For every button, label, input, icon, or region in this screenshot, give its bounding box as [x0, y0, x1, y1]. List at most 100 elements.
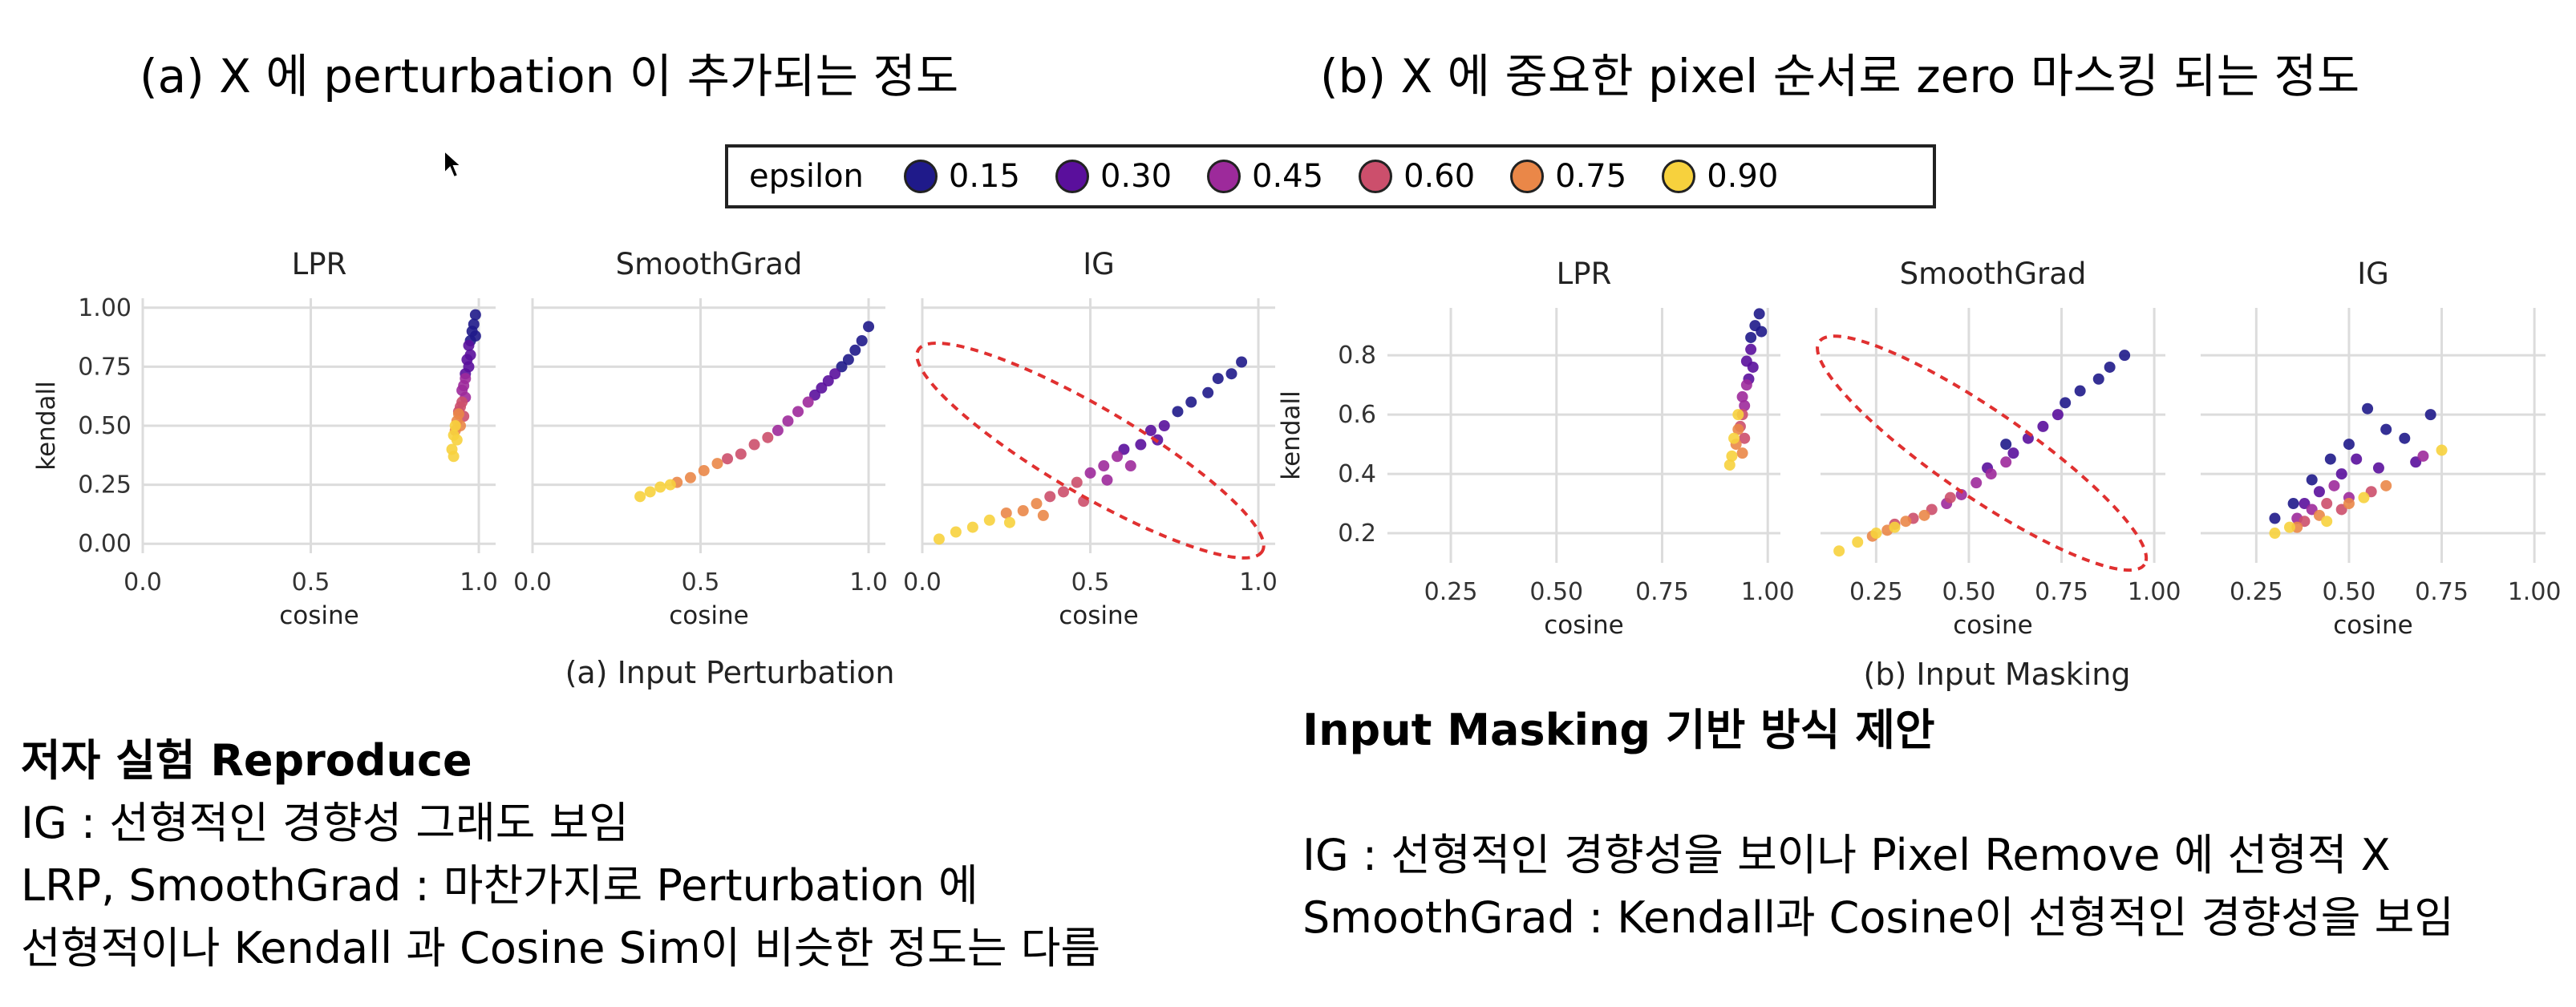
- data-point: [2335, 468, 2347, 480]
- data-point: [711, 458, 723, 470]
- data-point: [849, 344, 861, 356]
- data-point: [2343, 498, 2355, 510]
- x-tick-label: 1.00: [2128, 578, 2181, 606]
- y-tick-label: 0.50: [78, 412, 132, 440]
- data-point: [863, 321, 875, 333]
- data-point: [762, 431, 774, 443]
- data-point: [451, 434, 463, 446]
- data-point: [1753, 308, 1765, 320]
- notes-title: 저자 실험 Reproduce: [21, 735, 472, 786]
- data-point: [2283, 521, 2295, 533]
- data-point: [1889, 521, 1901, 533]
- data-point: [748, 439, 760, 451]
- x-tick-label: 1.0: [460, 568, 498, 597]
- x-axis-label: cosine: [669, 601, 749, 630]
- legend-swatch: [1359, 160, 1393, 193]
- data-point: [684, 471, 696, 483]
- legend-item: 0.30: [1055, 158, 1172, 195]
- legend-label: 0.45: [1252, 158, 1324, 195]
- heading-masking: (b) X 에 중요한 pixel 순서로 zero 마스킹 되는 정도: [1320, 49, 2360, 103]
- panel-title: LPR: [1557, 257, 1612, 291]
- data-point: [983, 514, 995, 526]
- data-point: [2321, 516, 2333, 528]
- data-point: [2287, 498, 2299, 510]
- data-point: [2321, 498, 2333, 510]
- y-tick-label: 1.00: [78, 294, 132, 322]
- legend-item: 0.15: [903, 158, 1020, 195]
- x-tick-label: 0.0: [513, 568, 552, 597]
- data-point: [1212, 373, 1224, 385]
- panel-title: SmoothGrad: [1900, 257, 2087, 291]
- x-axis-label: cosine: [1953, 611, 2033, 640]
- data-point: [469, 309, 481, 321]
- data-point: [2436, 444, 2448, 456]
- data-point: [782, 415, 794, 427]
- y-tick-label: 0.2: [1338, 520, 1376, 548]
- data-point: [1058, 486, 1069, 498]
- highlight-ellipse: [915, 341, 1266, 560]
- legend-swatch: [1510, 160, 1545, 193]
- y-tick-label: 0.00: [78, 530, 132, 558]
- data-point: [1101, 474, 1113, 486]
- data-point: [1918, 509, 1930, 521]
- legend-swatch: [1207, 160, 1241, 193]
- data-point: [836, 361, 848, 373]
- x-tick-label: 1.0: [1239, 568, 1278, 597]
- data-point: [2037, 420, 2049, 432]
- data-point: [1124, 460, 1136, 472]
- notes-line: SmoothGrad : Kendall과 Cosine이 선형적인 경향성을 …: [1302, 892, 2454, 943]
- data-point: [1726, 450, 1738, 462]
- data-point: [809, 389, 820, 401]
- data-point: [1732, 409, 1744, 421]
- data-point: [463, 339, 475, 351]
- data-point: [1225, 368, 1237, 380]
- x-tick-label: 1.00: [1741, 578, 1795, 606]
- notes-spacer: [1302, 762, 2454, 824]
- data-point: [1098, 460, 1110, 472]
- data-point: [2380, 479, 2392, 491]
- panel-title: LPR: [292, 247, 347, 281]
- notes-line: LRP, SmoothGrad : 마찬가지로 Perturbation 에: [21, 860, 978, 911]
- data-point: [698, 464, 710, 476]
- data-point: [2007, 447, 2019, 459]
- x-axis-label: cosine: [1544, 611, 1624, 640]
- x-tick-label: 0.50: [1529, 578, 1583, 606]
- data-point: [2119, 350, 2131, 362]
- data-point: [1017, 505, 1029, 516]
- x-axis-label: cosine: [2333, 611, 2413, 640]
- x-tick-label: 0.5: [682, 568, 720, 597]
- data-point: [950, 526, 962, 538]
- legend-label: 0.90: [1707, 158, 1779, 195]
- x-axis-label: cosine: [279, 601, 359, 630]
- data-point: [1728, 432, 1740, 444]
- data-point: [842, 354, 854, 366]
- x-tick-label: 1.0: [849, 568, 888, 597]
- notes-line: IG : 선형적인 경향성 그래도 보임: [21, 798, 629, 848]
- data-point: [1031, 498, 1043, 510]
- data-point: [2417, 450, 2429, 462]
- data-point: [802, 396, 814, 408]
- y-tick-label: 0.8: [1338, 342, 1376, 370]
- legend-item: 0.90: [1662, 158, 1778, 195]
- legend-item: 0.60: [1359, 158, 1475, 195]
- x-tick-label: 0.0: [124, 568, 162, 597]
- data-point: [654, 481, 666, 493]
- data-point: [1003, 516, 1015, 528]
- highlight-ellipse: [1816, 334, 2149, 572]
- y-tick-label: 0.75: [78, 353, 132, 381]
- legend-title: epsilon: [749, 158, 864, 195]
- data-point: [2343, 439, 2355, 451]
- data-point: [2380, 423, 2392, 435]
- x-tick-label: 0.50: [1942, 578, 1996, 606]
- x-tick-label: 0.5: [1071, 568, 1110, 597]
- legend-swatch: [1662, 160, 1696, 193]
- data-point: [2000, 456, 2012, 468]
- x-tick-label: 0.25: [2230, 578, 2283, 606]
- data-point: [816, 382, 828, 394]
- data-point: [2362, 402, 2374, 415]
- data-point: [664, 479, 676, 491]
- data-point: [2328, 479, 2340, 491]
- data-point: [856, 335, 868, 346]
- x-axis-label: cosine: [1059, 601, 1139, 630]
- data-point: [1202, 386, 1214, 398]
